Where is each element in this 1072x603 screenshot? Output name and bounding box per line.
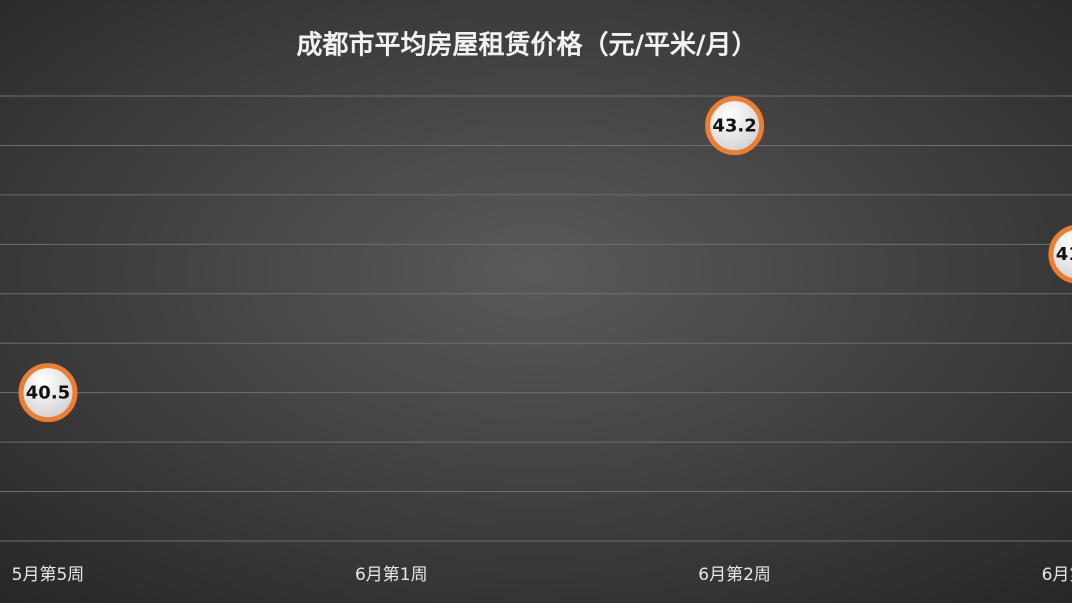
data-label: 41.9 (1056, 244, 1072, 265)
x-tick-label: 6月第2周 (698, 565, 771, 585)
marker (705, 96, 765, 156)
marker (18, 363, 78, 423)
marker (1048, 225, 1072, 284)
data-label: 40.5 (26, 383, 70, 404)
data-label: 43.2 (712, 116, 756, 137)
plot-area: 5月第5周 6月第1周 6月第2周 6月第3周 40.5 43.2 41.9 (12, 96, 1072, 585)
chart-title: 成都市平均房屋租赁价格（元/平米/月） (297, 30, 758, 61)
x-tick-label: 5月第5周 (12, 565, 85, 585)
x-tick-label: 6月第3周 (1042, 565, 1072, 585)
grid (0, 95, 1072, 542)
x-tick-label: 6月第1周 (355, 565, 428, 585)
